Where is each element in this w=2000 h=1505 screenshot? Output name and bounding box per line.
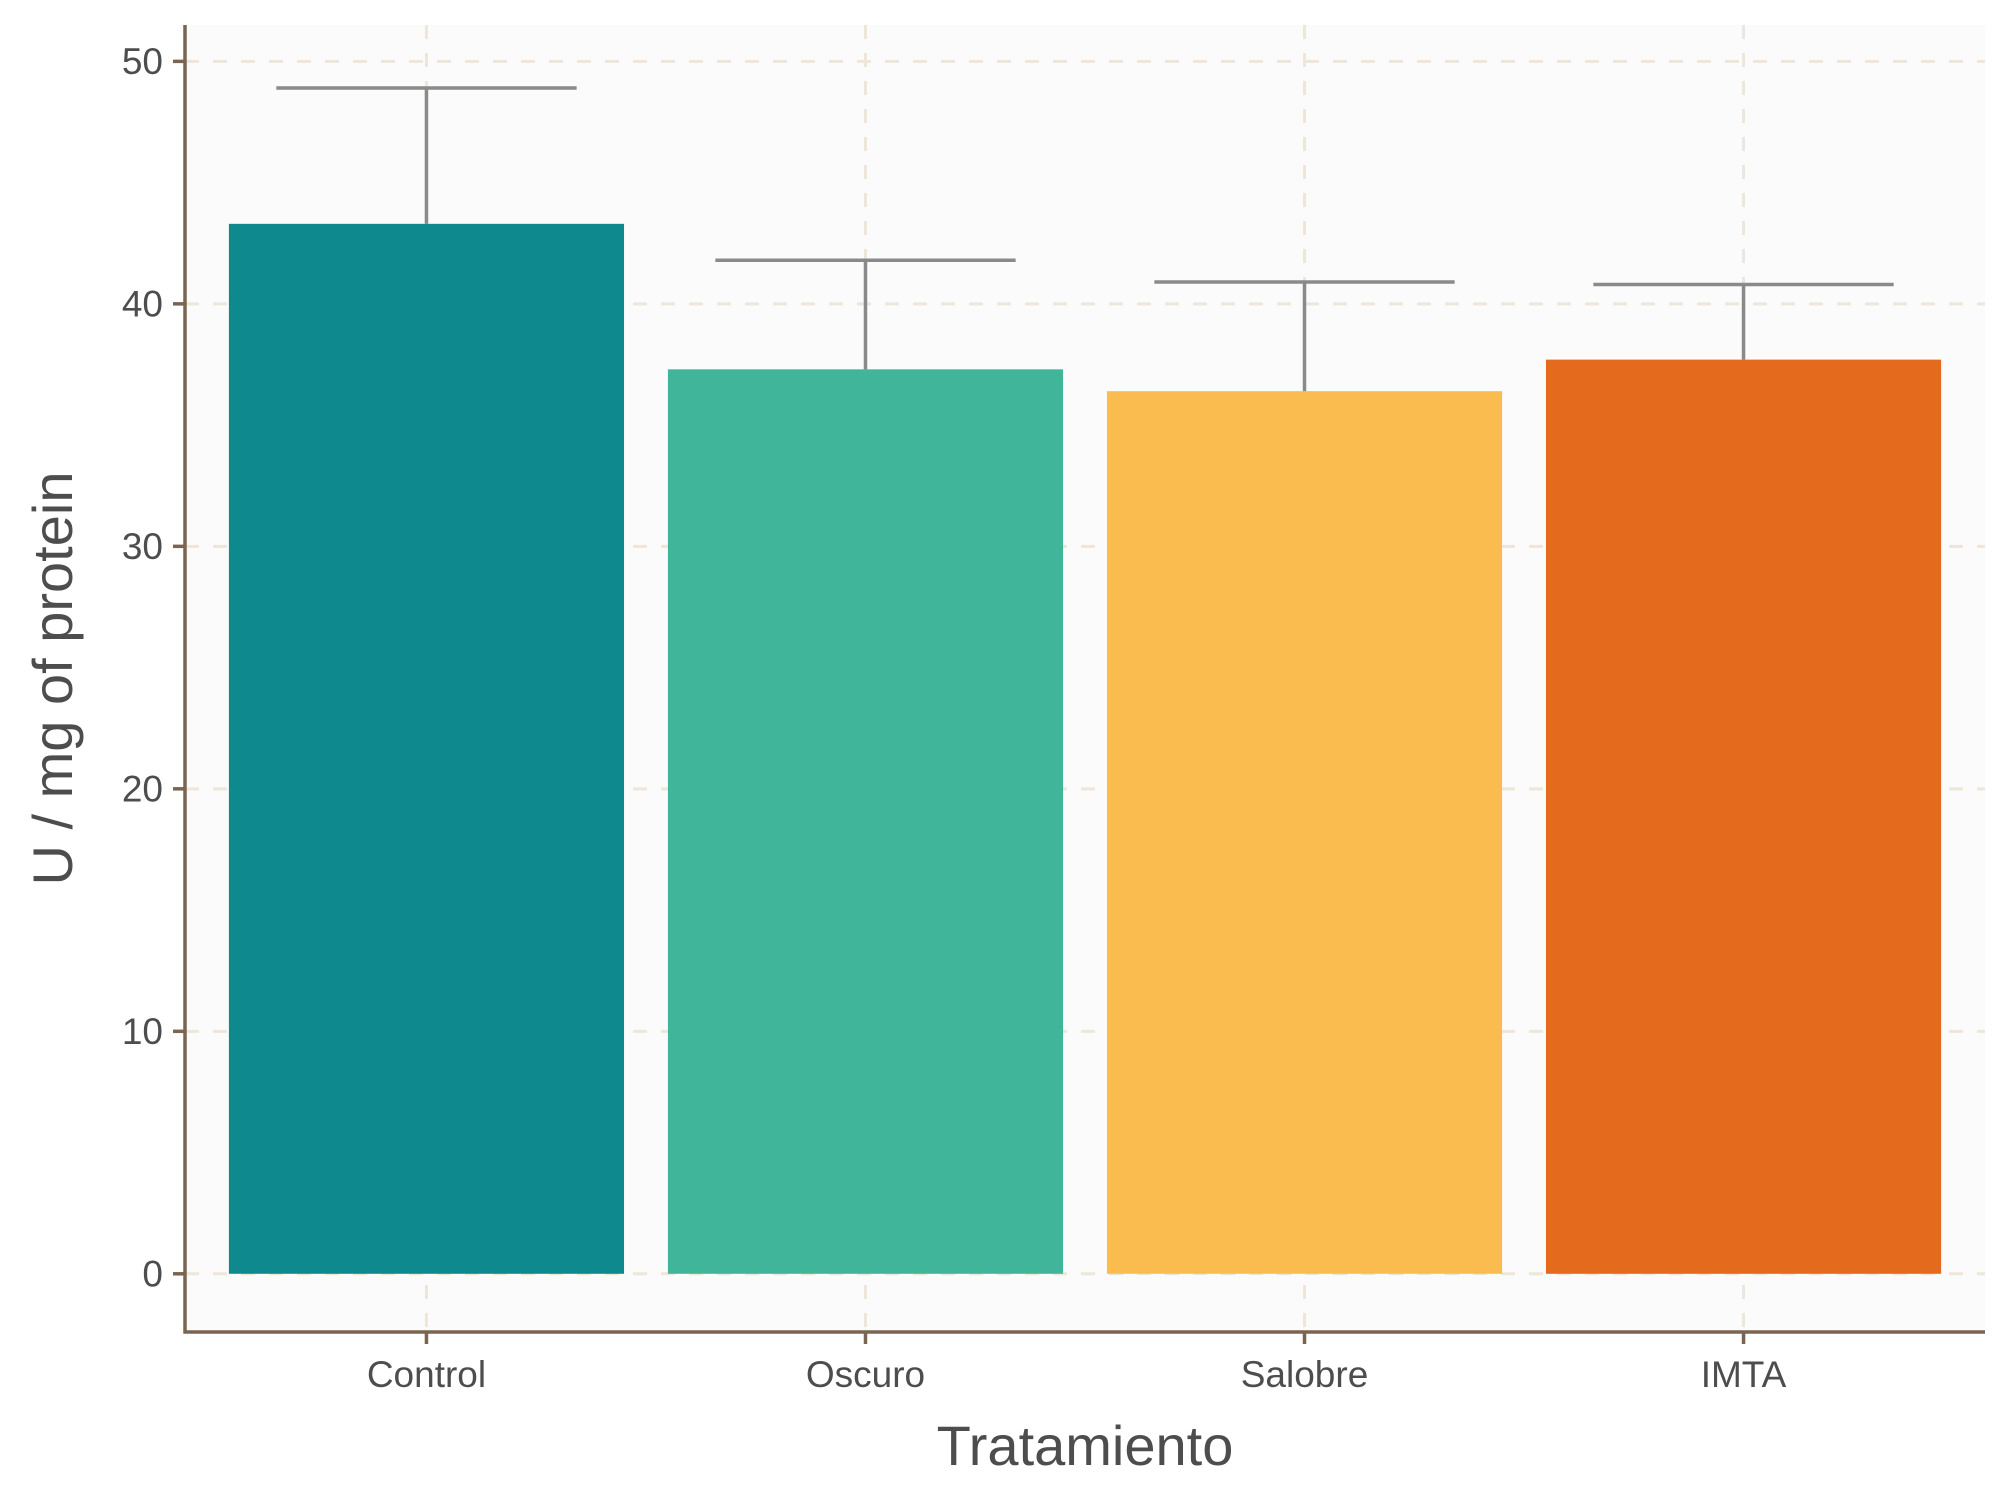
y-tick-label: 20	[122, 768, 163, 809]
x-tick-label: Salobre	[1241, 1354, 1369, 1395]
y-tick-label: 0	[142, 1253, 163, 1294]
y-tick-label: 10	[122, 1011, 163, 1052]
bars	[228, 223, 1942, 1274]
bar-imta	[1545, 359, 1942, 1274]
y-tick-label: 40	[122, 283, 163, 324]
error-bars	[276, 86, 1894, 392]
x-axis-title: Tratamiento	[937, 1414, 1234, 1477]
bar-control	[228, 223, 625, 1274]
x-tick-label: Control	[367, 1354, 486, 1395]
y-tick-label: 30	[122, 526, 163, 567]
axes	[183, 25, 1985, 1334]
x-tick-label: IMTA	[1701, 1354, 1787, 1395]
bar-salobre	[1106, 391, 1503, 1274]
tick-labels: 0 10 20 30 40 50 Control Oscuro Salobre IMTA	[122, 41, 1787, 1395]
bar-oscuro	[667, 369, 1064, 1274]
x-tick-label: Oscuro	[806, 1354, 925, 1395]
y-tick-label: 50	[122, 41, 163, 82]
y-axis-title: U / mg of protein	[21, 472, 84, 886]
